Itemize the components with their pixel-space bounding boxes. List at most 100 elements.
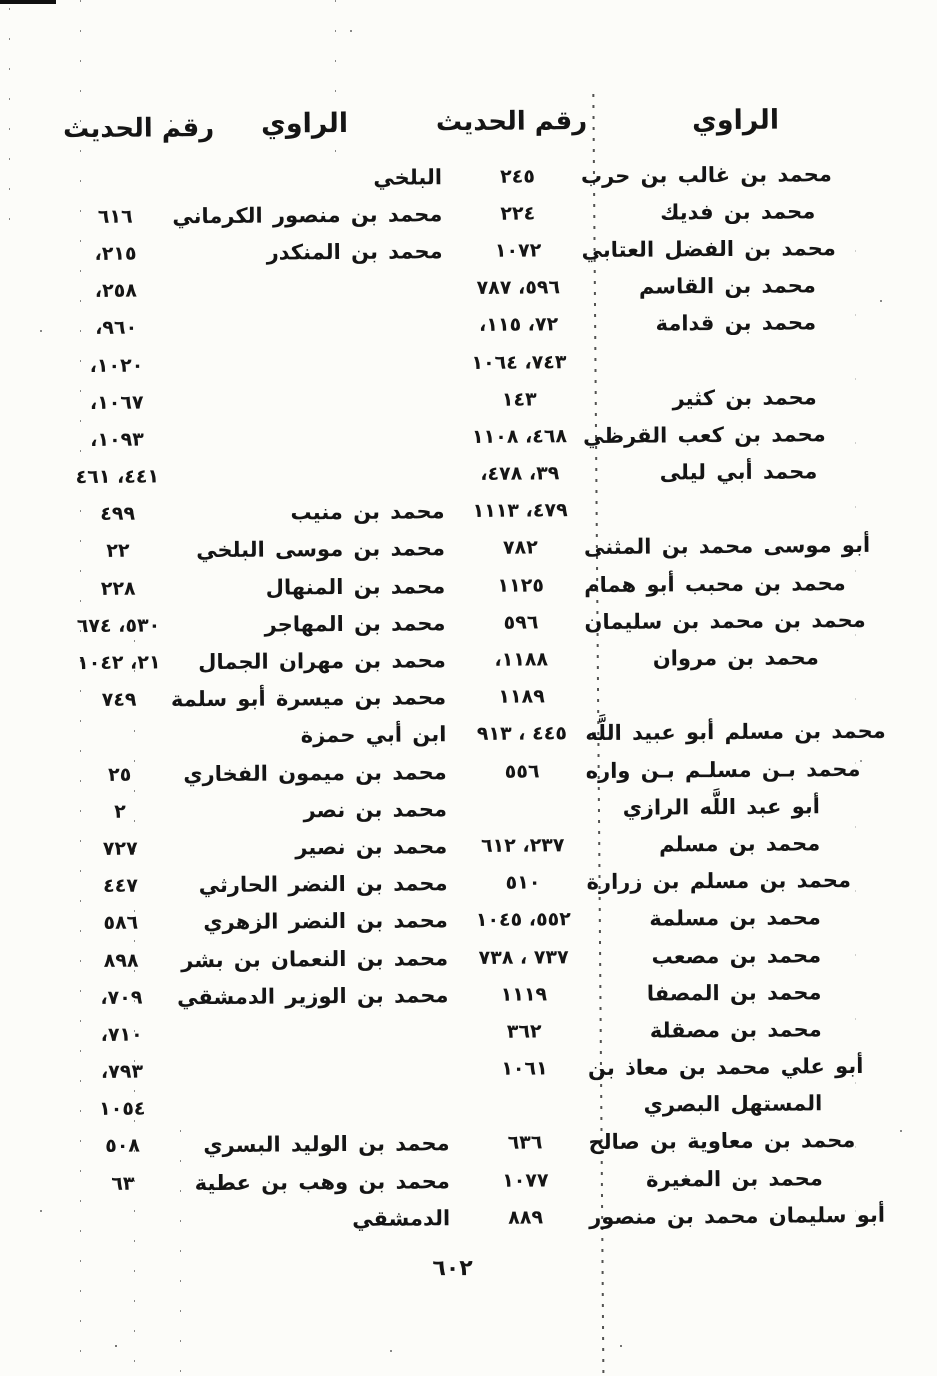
left-narrator-cell: ابن أبي حمزة (300, 722, 447, 748)
right-hadith-number-cell: ١٠٧٧ (502, 1169, 549, 1192)
scan-edge-mark (0, 0, 56, 4)
header-left-narrator: الراوي (260, 107, 349, 140)
right-hadith-number-cell: ٧٢، ١١٥، (479, 313, 559, 337)
narrator-index-table: البلخي ٢٤٥ محمد بن غالب بن حرب ٦١٦ محمد بن م… (0, 154, 937, 1240)
right-hadith-number-cell (459, 808, 586, 809)
right-hadith-number-cell: ٦٣٦ (507, 1131, 543, 1155)
right-hadith-number-cell: ٤٦٨، ١١٠٨ (471, 425, 568, 448)
left-hadith-number-cell: ٢٢ (106, 540, 130, 563)
left-narrator-cell: محمد بن المنهال (265, 573, 446, 600)
left-hadith-number-cell: ١٠٥٤ (99, 1097, 146, 1121)
right-hadith-number-cell: ٧٤٣، ١٠٦٤ (471, 350, 567, 374)
scan-artifact-line (9, 8, 10, 228)
scan-artifact-line (134, 640, 135, 1376)
left-hadith-number-cell: ١٠٢٠، (89, 354, 144, 377)
left-narrator-cell: محمد بن موسى البلخي (196, 536, 445, 563)
left-narrator-cell: محمد بن وهب بن عطية (194, 1168, 450, 1195)
right-hadith-number-cell: ٣٦٢ (506, 1020, 542, 1043)
right-narrator-cell: محمد بن القاسم (638, 273, 816, 299)
right-hadith-number-cell (461, 1105, 588, 1106)
left-hadith-number-cell: ٢٢٨ (100, 577, 136, 600)
left-hadith-number-cell: ٦١٦ (97, 205, 133, 228)
left-narrator-cell (193, 1032, 461, 1034)
left-hadith-number-cell: ٥٨٦ (103, 911, 139, 935)
right-narrator-cell: محمد بن المغيرة (645, 1165, 823, 1192)
right-hadith-number-cell: ٥١٠ (505, 871, 541, 894)
left-hadith-number-cell: ١٠٦٧، (89, 391, 144, 414)
left-narrator-cell (193, 1069, 461, 1071)
left-hadith-number-cell: ٦٣ (111, 1172, 135, 1195)
left-narrator-cell: محمد بن نصير (295, 834, 448, 860)
left-narrator-cell: محمد بن ميمون الفخاري (183, 759, 447, 786)
left-narrator-cell: محمد بن المنكدر (266, 239, 443, 265)
header-left-hadith-number: رقم الحديث (62, 112, 215, 145)
left-hadith-number-cell: ٧٠٩، (100, 986, 143, 1009)
left-narrator-cell (187, 363, 455, 365)
right-hadith-number-cell: ٣٩، ٤٧٨، (480, 462, 560, 485)
left-narrator-cell (193, 1106, 461, 1108)
right-narrator-cell: محمد بن المصفا (646, 979, 822, 1006)
left-hadith-number-cell: ٧٢٧ (102, 837, 138, 860)
right-hadith-number-cell: ٥٩٦، ٧٨٧ (476, 276, 561, 300)
right-narrator-cell (585, 694, 937, 697)
left-narrator-cell (188, 474, 456, 476)
left-narrator-cell: محمد بن مهران الجمال (198, 648, 446, 675)
left-hadith-number-cell: ٨٩٨ (103, 949, 139, 972)
left-hadith-number-cell: ٧٤٩ (101, 688, 137, 712)
right-hadith-number-cell: ٢٢٤ (500, 202, 536, 225)
right-narrator-cell: محمد بن مسلم (658, 831, 821, 857)
left-narrator-cell: محمد بن ميسرة أبو سلمة (170, 685, 447, 712)
right-hadith-number-cell: ٢٤٥ (499, 165, 535, 188)
table-row: الدمشقي ٨٨٩ أبو سليمان محمد بن منصور (4, 1196, 937, 1241)
right-narrator-cell: محمد بن مسلم أبو عبيد اللَّه (585, 719, 886, 746)
right-narrator-cell: محمد بن معاوية بن صالح (588, 1128, 856, 1155)
scan-speckles (170, 120, 172, 122)
left-hadith-number-cell (0, 737, 190, 738)
left-narrator-cell: محمد بن النضر الزهري (203, 908, 448, 935)
right-narrator-cell: محمد بن مصعب (651, 942, 822, 969)
right-narrator-cell: محمد بن محمد بن سليمان (584, 607, 866, 634)
right-narrator-cell: محمد بن غالب بن حرب (580, 161, 832, 188)
scan-artifact-line (180, 1130, 181, 1376)
page-number: ٦٠٢ (432, 1255, 473, 1282)
left-hadith-number-cell: ٥٠٨ (105, 1135, 141, 1158)
left-narrator-cell: محمد بن منيب (290, 499, 445, 525)
left-hadith-number-cell: ١٠٩٣، (90, 428, 144, 451)
right-hadith-number-cell: ٥٩٦ (503, 611, 539, 634)
left-narrator-cell: محمد بن النعمان بن بشر (181, 945, 449, 972)
left-narrator-cell: البلخي (373, 164, 443, 190)
right-narrator-cell: محمد بن كعب القرظي (582, 422, 826, 448)
left-hadith-number-cell: ٤٩٩ (100, 502, 136, 526)
right-narrator-cell: محمد بـن مسلـم بـن واره (585, 756, 861, 783)
right-narrator-cell: محمد بن مسلم بن زرارة (586, 868, 852, 895)
right-hadith-number-cell: ١٠٧٢ (494, 239, 542, 262)
left-narrator-cell: محمد بن المهاجر (264, 611, 446, 637)
left-hadith-number-cell: ٧١٠، (100, 1023, 143, 1046)
left-hadith-number-cell: ٤٤١، ٤٦١ (75, 465, 160, 489)
right-narrator-cell: أبو عبد اللَّه الرازي (622, 794, 821, 820)
left-hadith-number-cell: ٤٤٧ (103, 874, 139, 898)
right-narrator-cell: محمد بن فديك (660, 199, 816, 225)
right-narrator-cell: محمد بن مروان (652, 645, 819, 671)
left-hadith-number-cell: ٢٥ (107, 763, 132, 786)
right-hadith-number-cell: ٢٣٧، ٦١٢ (480, 834, 565, 857)
left-hadith-number-cell: ٢ (114, 800, 126, 823)
right-hadith-number-cell: ٤٤٥ ، ٩١٣ (476, 722, 567, 746)
right-hadith-number-cell: ١٤٣ (501, 388, 537, 411)
right-hadith-number-cell: ٤٧٩، ١١١٣ (472, 499, 568, 523)
header-right-narrator: الراوي (691, 104, 780, 137)
right-hadith-number-cell: ٧٨٢ (502, 536, 538, 560)
scan-artifact-line (335, 0, 336, 160)
right-narrator-cell: محمد بن قدامة (655, 310, 817, 336)
right-narrator-cell: محمد بن محبب أبو همام (584, 570, 846, 597)
left-hadith-number-cell: ٩٦٠، (95, 316, 138, 340)
left-hadith-number-cell: ٧٩٣، (100, 1060, 144, 1083)
right-hadith-number-cell: ٧٣٧ ، ٧٣٨ (478, 945, 569, 969)
scan-artifact-line (80, 0, 81, 1376)
scan-artifact-line (855, 250, 856, 1250)
left-narrator-cell (188, 400, 456, 402)
right-hadith-number-cell: ١١١٩ (500, 983, 548, 1006)
right-narrator-cell: أبو علي محمد بن معاذ بن (587, 1054, 864, 1081)
